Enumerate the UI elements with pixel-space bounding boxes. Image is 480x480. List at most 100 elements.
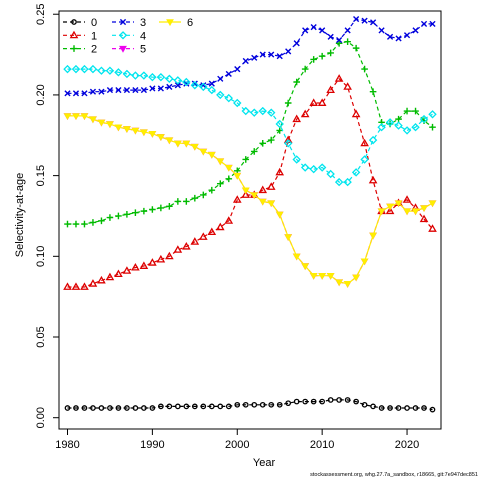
series-3-point — [149, 85, 156, 92]
series-0-point — [73, 405, 79, 411]
series-1-point — [207, 227, 217, 236]
series-3-point — [191, 80, 198, 87]
series-2-point — [429, 123, 436, 131]
series-6-point — [216, 158, 225, 166]
series-4-point — [97, 66, 106, 75]
series-1-point — [88, 279, 98, 287]
series-1-point — [292, 114, 302, 123]
series-4-point — [88, 64, 98, 74]
series-4-point — [224, 93, 233, 103]
series-4-point — [173, 76, 183, 85]
y-axis-title: Selectivity-at-age — [14, 173, 26, 257]
series-2-point — [293, 78, 300, 86]
series-4-point — [275, 119, 284, 129]
series-0-point — [132, 405, 139, 411]
series-4-point — [326, 169, 335, 179]
series-0-point — [124, 405, 130, 411]
legend-marker-3 — [119, 18, 127, 26]
series-3-point — [353, 15, 360, 23]
series-2-point — [267, 136, 275, 144]
y-tick-label: 0.15 — [35, 165, 47, 186]
series-4-point — [283, 139, 293, 148]
series-0-point — [319, 398, 326, 405]
series-6-point — [241, 187, 250, 195]
series-3-point — [242, 57, 249, 65]
series-2-point — [310, 56, 317, 63]
legend-marker-2 — [70, 45, 78, 52]
series-6-point — [318, 272, 327, 280]
series-0-point — [200, 403, 207, 410]
series-1-point — [317, 98, 327, 106]
series-4-point — [122, 69, 132, 79]
series-2-point — [352, 44, 360, 52]
series-6-point — [267, 200, 276, 208]
series-1-point — [266, 182, 276, 190]
series-0-point — [370, 403, 376, 410]
series-1-point — [71, 282, 81, 290]
series-3-point — [72, 90, 80, 97]
series-1-point — [360, 138, 369, 147]
series-0-point — [107, 405, 113, 411]
series-3-point — [166, 83, 173, 90]
series-2-point — [327, 49, 334, 57]
series-3-point — [217, 75, 224, 82]
series-1-point — [343, 82, 352, 90]
series-1-point — [428, 224, 437, 232]
series-4-point — [351, 168, 361, 177]
series-2-point — [157, 204, 165, 212]
series-4-point — [428, 110, 437, 119]
series-3-point — [420, 20, 428, 28]
legend-label-2: 2 — [91, 44, 97, 56]
series-6-point — [352, 274, 361, 282]
series-4-point — [419, 114, 429, 124]
legend-marker-0 — [71, 19, 77, 25]
series-6-point — [258, 198, 267, 206]
series-2-point — [174, 198, 182, 205]
series-6-point — [250, 192, 259, 200]
series-6-point — [326, 272, 335, 280]
series-3-point — [403, 32, 411, 39]
series-1-point — [232, 195, 242, 203]
series-6-point — [114, 124, 123, 132]
series-2-point — [115, 212, 122, 220]
series-0-point — [310, 398, 317, 405]
series-1-point — [326, 85, 335, 94]
series-3-point — [319, 27, 326, 34]
series-2-point — [250, 148, 258, 155]
series-0-point — [141, 405, 147, 411]
legend-marker-6 — [166, 19, 174, 27]
series-6-point — [182, 140, 191, 148]
series-4-point — [233, 98, 242, 108]
series-layer — [63, 15, 437, 413]
series-0-point — [429, 406, 436, 413]
series-6-point — [309, 272, 318, 280]
series-6-point — [369, 232, 377, 240]
series-1-point — [351, 109, 361, 118]
series-6-point — [173, 140, 182, 148]
series-1-point — [139, 261, 149, 269]
series-3-point — [140, 86, 147, 94]
series-3-point — [115, 86, 122, 94]
series-3-point — [106, 86, 114, 94]
series-3-point — [268, 51, 275, 58]
series-0-point — [90, 405, 96, 411]
series-5-line — [67, 115, 433, 285]
series-1-point — [148, 258, 157, 266]
series-1-point — [368, 175, 378, 184]
series-0-point — [191, 403, 198, 410]
series-1-point — [215, 222, 225, 231]
x-tick-label: 2010 — [310, 439, 334, 451]
series-1-point — [224, 216, 234, 224]
series-4-point — [105, 66, 115, 75]
series-2-point — [200, 191, 207, 199]
series-4-point — [182, 77, 191, 87]
series-2-point — [318, 52, 326, 60]
series-6-point — [190, 143, 199, 151]
series-0-point — [276, 401, 283, 408]
series-0-point — [81, 405, 88, 411]
series-4-point — [334, 177, 344, 187]
series-3 — [64, 15, 436, 97]
series-2-point — [64, 220, 71, 228]
series-0-point — [225, 403, 232, 410]
series-3-point — [429, 20, 436, 28]
